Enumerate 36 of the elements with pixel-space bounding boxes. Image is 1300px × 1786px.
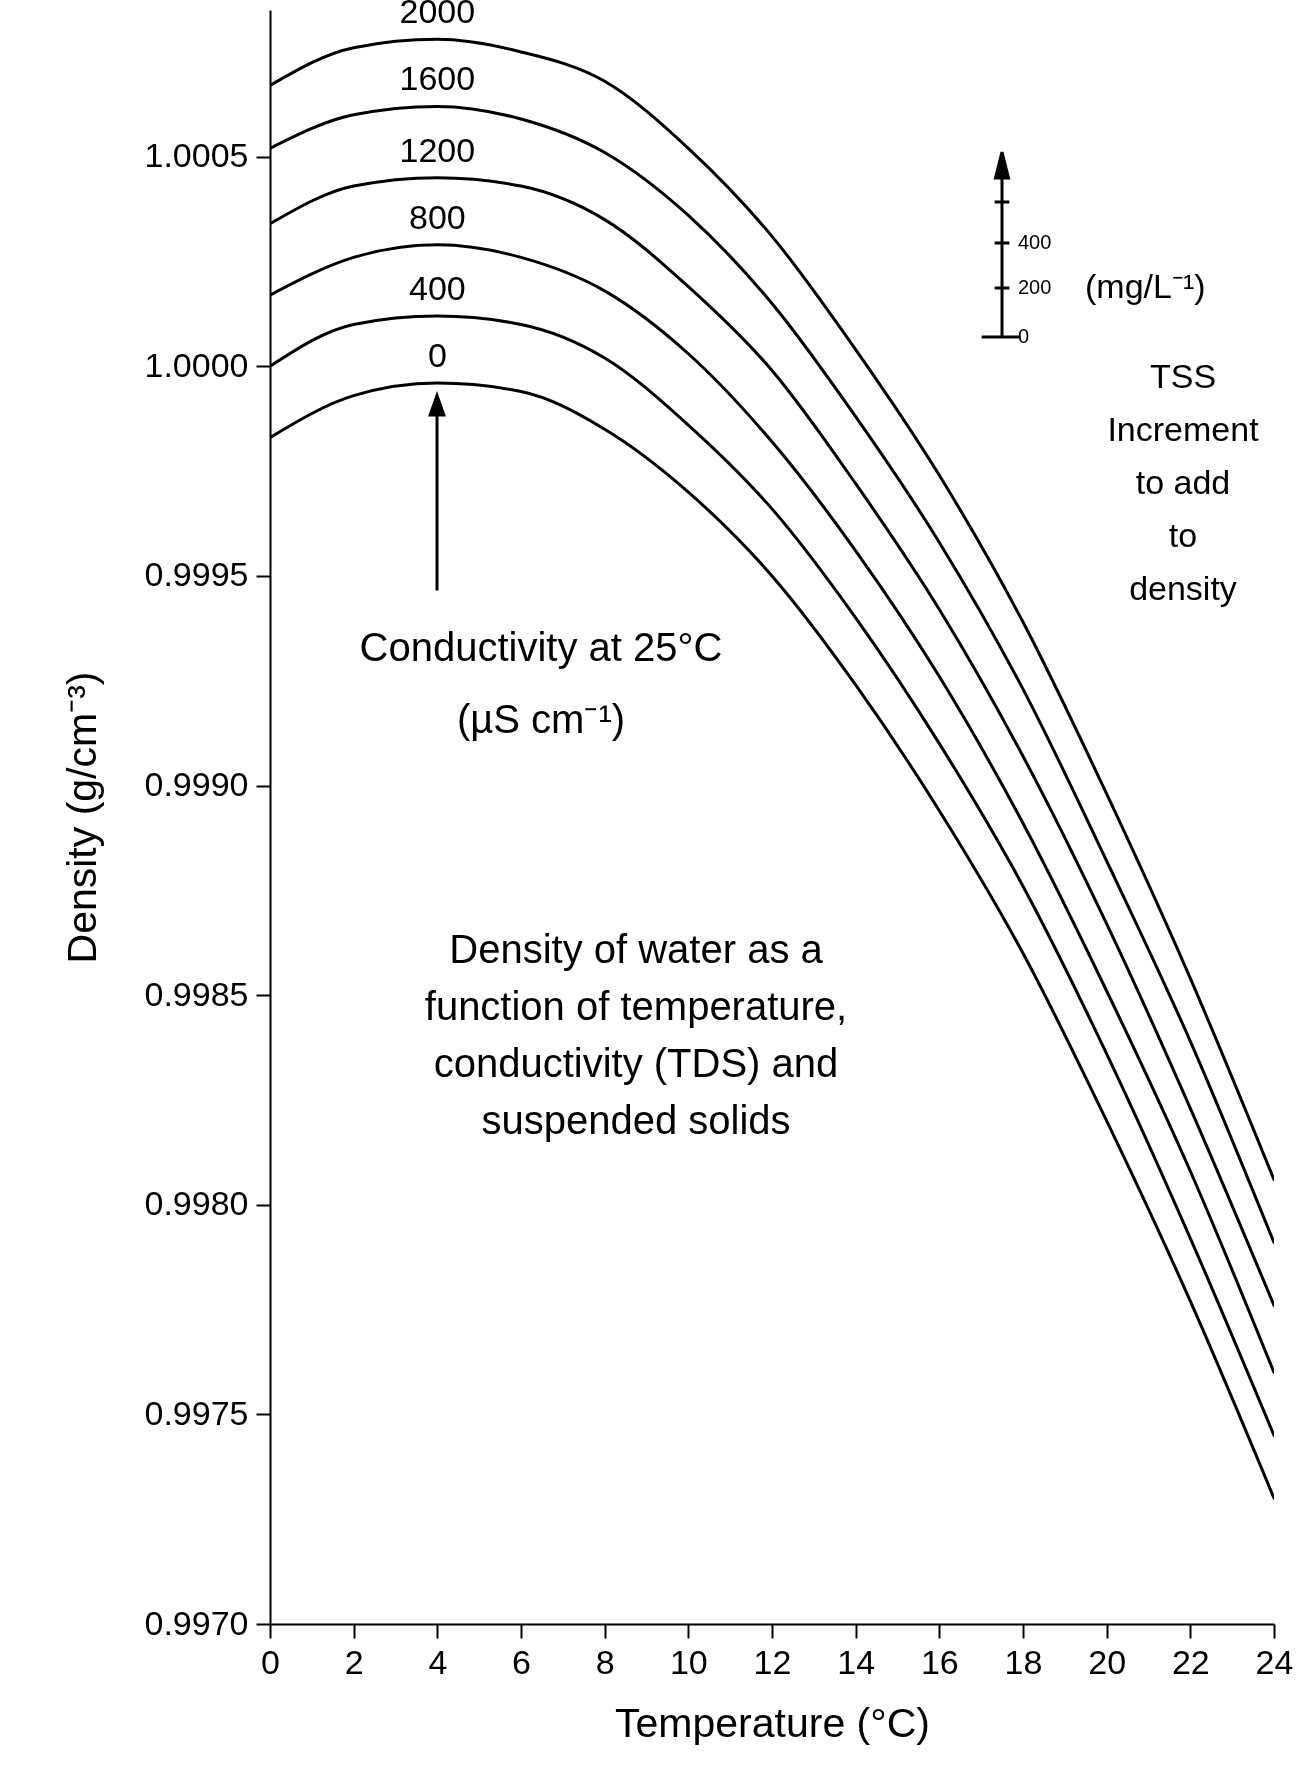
x-tick-label: 14 [837,1642,876,1681]
annotation: 400 [408,269,466,308]
x-tick-label: 18 [1004,1642,1043,1681]
series-label: 1600 [399,59,476,98]
series-label: 800 [408,197,466,236]
y-tick-label: 0.9990 [144,765,249,804]
x-tick-label: 24 [1255,1642,1294,1681]
y-tick-label: 0.9985 [144,974,249,1013]
y-tick-label: 0.9995 [144,555,249,594]
legend-label: 0 [1018,325,1030,347]
annotation: 200 [1018,276,1052,298]
x-tick-label: 12 [753,1642,792,1681]
y-tick-label: 0.9970 [144,1603,249,1642]
y-tick-label: 1.0005 [144,136,249,175]
annotation: TSS Increment to add to density [1107,357,1260,607]
x-tick-label: 8 [595,1642,615,1681]
annotation: (mg/L⁻¹) [1085,267,1206,305]
annotation: 0 [427,336,447,375]
annotation: Conductivity at 25°C (µS cm⁻¹) [359,625,723,741]
y-tick-label: 1.0000 [144,345,249,384]
x-tick-label: 4 [428,1642,448,1681]
series-label: 1200 [399,130,476,169]
series-label: 2000 [399,0,476,31]
x-tick-label: 6 [512,1642,531,1681]
y-axis-title: Density (g/cm⁻³) [58,671,105,964]
y-tick-label: 0.9980 [144,1184,249,1223]
x-tick-label: 20 [1088,1642,1127,1681]
legend-label: 400 [1018,231,1052,253]
x-tick-label: 10 [669,1642,708,1681]
x-tick-label: 16 [920,1642,959,1681]
x-axis-title: Temperature (°C) [615,1699,930,1746]
x-tick-label: 0 [261,1642,280,1681]
x-tick-label: 2 [344,1642,364,1681]
y-tick-label: 0.9975 [144,1393,249,1432]
x-tick-label: 22 [1171,1642,1210,1681]
text: Density of water as a function of temperature, conductivity (TDS) and suspended solids [424,927,848,1142]
